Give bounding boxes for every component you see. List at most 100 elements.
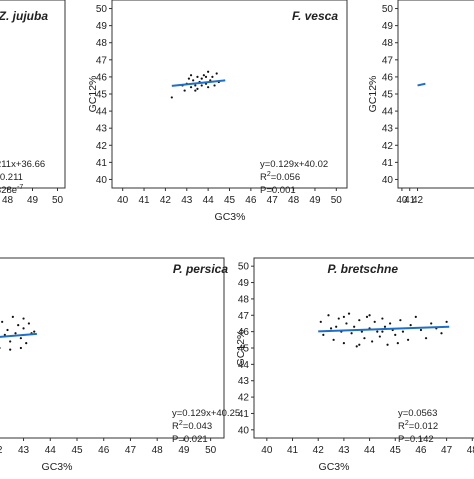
data-point	[319, 320, 322, 323]
stat-annotation: 9.328e-7	[0, 184, 23, 196]
stat-annotation: R2=0.056	[260, 171, 300, 183]
data-point	[383, 325, 387, 328]
x-tick-label: 46	[245, 195, 257, 206]
y-tick-label: 44	[96, 107, 108, 118]
data-point	[381, 330, 384, 333]
annotation-text: R	[398, 421, 405, 432]
annotation-text: 9.328e	[0, 185, 17, 196]
data-point	[347, 312, 351, 315]
data-point	[183, 89, 186, 92]
panel-title: P. persica	[173, 262, 228, 276]
x-tick-label: 42	[313, 445, 325, 456]
panel-2: 40 41 42 43 44 45 46 47 48 49 50 40 41 42 43 44 45 46 47 48…	[87, 0, 348, 223]
data-point	[419, 328, 423, 332]
x-tick-label: 41	[404, 195, 416, 206]
stat-annotation: y=0.129x+40.02	[260, 159, 328, 170]
x-tick-label: 48	[152, 445, 164, 456]
data-point	[353, 325, 356, 328]
stat-annotation: P=0.211	[0, 172, 23, 183]
data-point	[207, 70, 210, 73]
x-tick-label: 49	[27, 195, 39, 206]
data-point	[170, 96, 173, 99]
data-point	[194, 84, 197, 87]
data-point	[360, 330, 363, 333]
data-point	[215, 72, 218, 75]
data-point	[368, 314, 371, 317]
data-point	[378, 335, 381, 338]
x-tick-label: 44	[364, 445, 376, 456]
data-point	[371, 340, 374, 343]
y-tick-label: 46	[382, 72, 394, 83]
x-tick-label: 47	[441, 445, 453, 456]
stat-annotation: 0.211x+36.66	[0, 159, 45, 170]
plot-frame	[0, 0, 66, 189]
data-point	[22, 327, 25, 330]
data-point	[207, 86, 210, 89]
y-axis-label: GC12%	[367, 76, 379, 113]
x-tick-label: 43	[338, 445, 350, 456]
y-tick-label: 41	[382, 158, 394, 169]
y-tick-label: 50	[96, 4, 108, 15]
annotation-superscript: 2	[267, 171, 271, 178]
data-point	[200, 84, 203, 87]
y-tick-label: 50	[382, 4, 394, 15]
data-point	[17, 323, 20, 327]
x-axis-label: GC3%	[319, 461, 350, 473]
regression-line	[0, 332, 37, 338]
data-point	[335, 325, 338, 328]
y-axis-label: GC12%	[87, 76, 99, 113]
data-point	[196, 87, 199, 90]
data-point	[194, 89, 197, 92]
y-tick-label: 42	[96, 141, 108, 152]
panel-title: F. vesca	[292, 9, 338, 23]
x-tick-label: 46	[415, 445, 427, 456]
y-tick-label: 49	[96, 21, 108, 32]
x-tick-label: 41	[287, 445, 299, 456]
data-point	[399, 319, 402, 322]
data-point	[414, 315, 417, 319]
y-tick-label: 48	[382, 38, 394, 49]
data-point	[386, 343, 389, 346]
y-tick-label: 45	[382, 90, 394, 101]
data-point	[213, 84, 216, 87]
regression-line	[318, 325, 450, 333]
data-point	[187, 77, 191, 80]
x-tick-label: 48	[467, 445, 474, 456]
y-tick-label: 41	[238, 409, 250, 420]
plot-frame	[253, 257, 474, 439]
annotation-superscript: -7	[17, 184, 23, 191]
y-tick-label: 43	[238, 376, 250, 387]
data-point	[19, 346, 22, 350]
y-tick-label: 45	[238, 344, 250, 355]
data-point	[337, 317, 340, 320]
data-point	[19, 337, 22, 340]
stat-annotation: R2=0.043	[172, 420, 212, 432]
y-tick-label: 48	[96, 38, 108, 49]
y-tick-label: 43	[382, 124, 394, 135]
data-point	[200, 77, 203, 80]
y-tick-label: 44	[382, 107, 394, 118]
stat-annotation: y=0.129x+40.25	[172, 408, 240, 419]
annotation-text: =0.043	[183, 421, 212, 432]
data-point	[373, 320, 376, 323]
data-point	[424, 337, 428, 340]
y-tick-label: 46	[96, 72, 108, 83]
stat-annotation: R2=0.012	[398, 420, 438, 432]
y-tick-label: 43	[96, 124, 108, 135]
data-point	[342, 315, 345, 319]
data-point	[192, 79, 195, 82]
plot-frame	[397, 0, 474, 189]
data-point	[365, 315, 369, 319]
data-point	[0, 347, 1, 349]
x-axis-label: GC3%	[215, 211, 246, 223]
data-point	[196, 75, 199, 79]
x-tick-label: 45	[390, 445, 402, 456]
data-point	[445, 320, 448, 323]
y-tick-label: 40	[382, 175, 394, 186]
x-tick-label: 43	[18, 445, 30, 456]
panel-title: Z. jujuba	[0, 9, 48, 23]
stat-annotation: P=0.142	[398, 434, 434, 445]
